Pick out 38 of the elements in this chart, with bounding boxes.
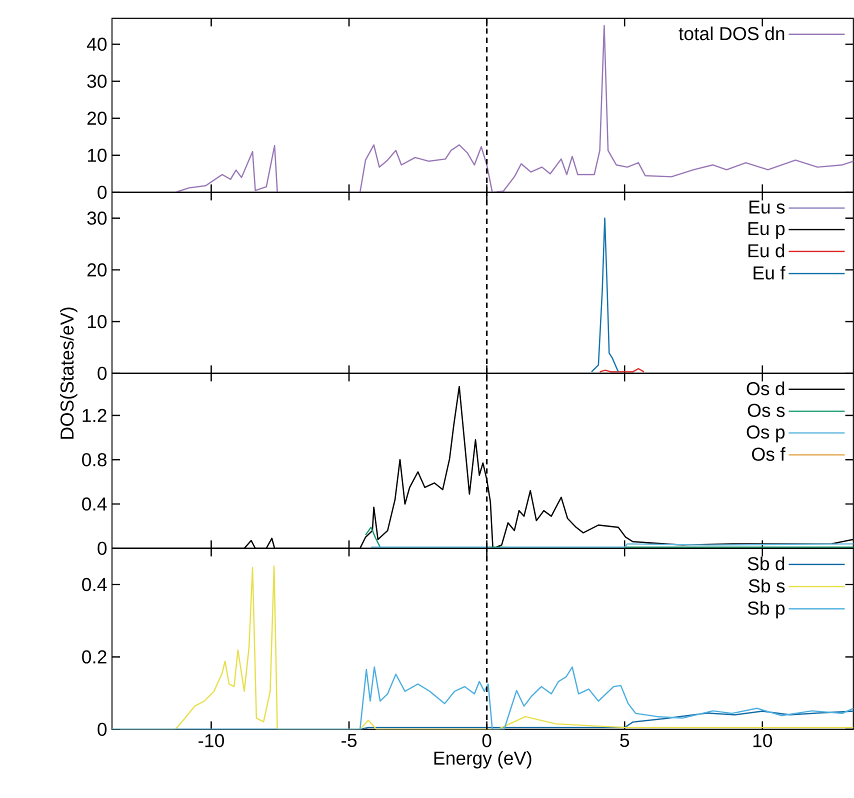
legend-label: Sb s — [748, 578, 785, 593]
y-tick-label: 1.2 — [82, 408, 106, 422]
y-tick-label: 0 — [98, 186, 107, 199]
y-tick-label: 0 — [98, 366, 107, 380]
legend-label: Sb p — [748, 601, 785, 618]
y-tick-label: 10 — [88, 314, 107, 328]
y-tick-label: 30 — [87, 212, 107, 225]
legend-label: Os p — [746, 425, 785, 442]
y-tick-label: 0 — [98, 722, 107, 736]
line-series — [590, 218, 619, 372]
legend-label: Sb d — [748, 556, 784, 570]
x-tick-label: 0 — [482, 734, 492, 748]
line-series — [174, 25, 854, 192]
legend-label: total DOS dn — [678, 26, 784, 40]
legend-label: Os d — [746, 382, 784, 396]
legend-label: Os f — [752, 447, 786, 461]
line-series — [112, 666, 854, 730]
y-tick-label: 20 — [87, 263, 107, 277]
legend-label: Eu s — [750, 200, 785, 214]
y-tick-label: 0.4 — [82, 497, 107, 511]
y-tick-label: 30 — [87, 74, 107, 88]
legend-label: Eu d — [748, 244, 784, 258]
y-tick-label: 0.8 — [82, 453, 106, 466]
y-tick-label: 20 — [87, 112, 107, 125]
x-tick-label: -5 — [342, 734, 357, 748]
y-tick-label: 0.4 — [82, 578, 107, 592]
x-axis-title: Energy (eV) — [434, 751, 532, 768]
x-tick-label: -10 — [198, 734, 224, 748]
y-tick-label: 0 — [98, 542, 107, 555]
legend-label: Os s — [748, 404, 785, 417]
legend-label: Eu p — [748, 222, 785, 239]
y-tick-label: 10 — [88, 148, 107, 162]
y-tick-label: 40 — [86, 38, 107, 51]
y-tick-label: 0.2 — [82, 650, 106, 664]
x-tick-label: 10 — [753, 734, 772, 748]
legend-label: Eu f — [754, 266, 786, 280]
x-tick-label: 5 — [620, 734, 630, 748]
y-axis-title: DOS(States/eV) — [60, 308, 78, 439]
